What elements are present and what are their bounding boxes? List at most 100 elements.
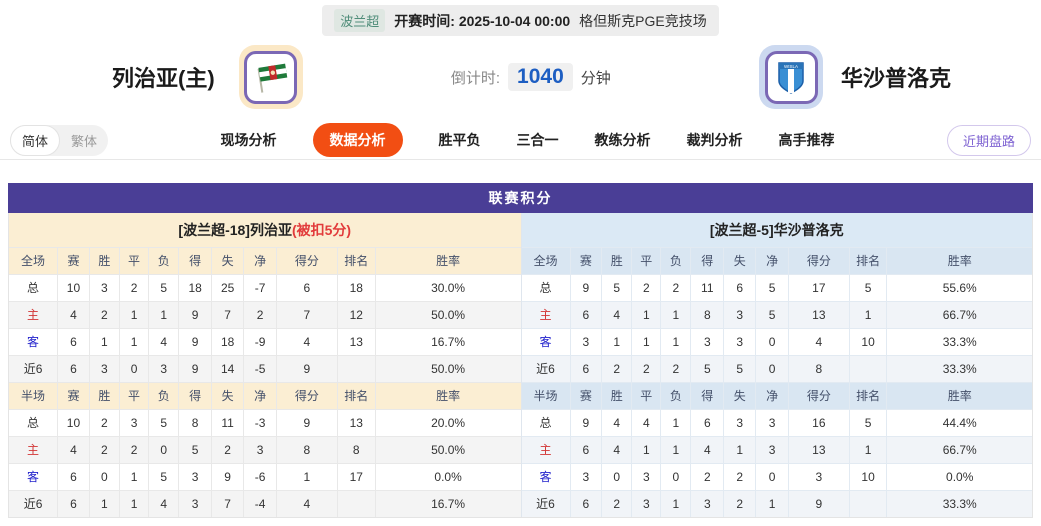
lang-traditional-button[interactable]: 繁体 — [71, 133, 98, 149]
cell-value: 4 — [788, 328, 850, 355]
row-label: 总 — [9, 274, 59, 301]
column-header: 平 — [119, 247, 150, 274]
cell-value: 2 — [632, 274, 662, 301]
column-header: 得 — [179, 247, 213, 274]
tab-6[interactable]: 高手推荐 — [778, 132, 835, 148]
column-header: 胜 — [89, 382, 120, 409]
column-header: 得分 — [276, 247, 338, 274]
home-table-header: [波兰超-18]列治亚(被扣5分) — [9, 213, 521, 247]
column-header: 排名 — [849, 382, 888, 409]
cell-value: 7 — [276, 301, 338, 328]
cell-value: 4 — [149, 490, 180, 517]
cell-value: 6 — [570, 301, 603, 328]
recent-odds-button[interactable]: 近期盘路 — [946, 124, 1031, 156]
column-header: 失 — [724, 247, 757, 274]
language-toggle: 简体 繁体 — [10, 124, 109, 156]
cell-value: 18 — [179, 274, 213, 301]
column-header: 净 — [756, 247, 789, 274]
nav-bar: 简体 繁体 现场分析 数据分析 胜平负 三合一 教练分析 裁判分析 高手推荐 近期盘路 — [0, 121, 1041, 160]
cell-value: 6 — [724, 274, 757, 301]
table-row: 主 4 2 2 0 5 2 3 8 8 50.0% — [9, 436, 521, 463]
standings-title: 联赛积分 — [8, 183, 1033, 213]
cell-value — [849, 355, 888, 382]
cell-value: 50.0% — [375, 355, 521, 382]
cell-value: 1 — [89, 328, 120, 355]
cell-value: 6 — [58, 490, 90, 517]
column-header: 净 — [244, 382, 277, 409]
cell-value: 1 — [119, 490, 150, 517]
cell-value: 1 — [276, 463, 338, 490]
league-standings: 联赛积分 [波兰超-18]列治亚(被扣5分) 全场赛胜平负得失净得分 排名 胜率总 1… — [8, 183, 1033, 518]
table-row: 客 6 0 1 5 3 9 -6 1 17 0.0% — [9, 463, 521, 490]
column-header: 胜率 — [887, 247, 1032, 274]
cell-value: 0 — [149, 436, 180, 463]
cell-value: 33.3% — [887, 328, 1032, 355]
cell-value — [849, 490, 888, 517]
cell-value: 4 — [149, 328, 180, 355]
cell-value: 4 — [602, 409, 633, 436]
cell-value: 3 — [570, 463, 603, 490]
column-header: 赛 — [570, 382, 603, 409]
cell-value: 16.7% — [375, 328, 521, 355]
tab-4[interactable]: 教练分析 — [594, 132, 651, 148]
tab-1[interactable]: 数据分析 — [312, 123, 403, 157]
column-header: 得分 — [276, 382, 338, 409]
countdown-label: 倒计时: — [450, 69, 501, 87]
cell-value: 3 — [149, 355, 180, 382]
cell-value: 1 — [602, 328, 633, 355]
cell-value: 3 — [570, 328, 603, 355]
cell-value: 13 — [788, 301, 850, 328]
lang-simplified-button[interactable]: 简体 — [10, 124, 61, 156]
cell-value: 5 — [756, 301, 789, 328]
table-row: 主 6 4 1 1 4 1 3 13 1 66.7% — [521, 436, 1032, 463]
cell-value: 1 — [849, 436, 888, 463]
cell-value: 1 — [632, 436, 662, 463]
cell-value: 11 — [212, 409, 245, 436]
top-bar: 波兰超 开赛时间: 2025-10-04 00:00 格但斯克PGE竞技场 — [0, 0, 1041, 36]
row-label: 近6 — [521, 490, 571, 517]
cell-value: 4 — [632, 409, 662, 436]
tab-5[interactable]: 裁判分析 — [686, 132, 743, 148]
cell-value: 2 — [89, 301, 120, 328]
cell-value: -9 — [244, 328, 277, 355]
cell-value: 1 — [661, 328, 692, 355]
cell-value: -5 — [244, 355, 277, 382]
tab-3[interactable]: 三合一 — [516, 132, 559, 148]
column-header: 失 — [724, 382, 757, 409]
away-shield-icon: WISLA — [778, 62, 804, 94]
cell-value: 9 — [276, 409, 338, 436]
column-header: 净 — [244, 247, 277, 274]
cell-value: 10 — [58, 409, 90, 436]
cell-value: 44.4% — [887, 409, 1032, 436]
cell-value: 6 — [58, 328, 90, 355]
league-badge[interactable]: 波兰超 — [334, 9, 386, 32]
column-header: 胜率 — [375, 382, 521, 409]
cell-value: 17 — [788, 274, 850, 301]
cell-value: 1 — [661, 301, 692, 328]
cell-value: 5 — [149, 409, 180, 436]
cell-value: 55.6% — [887, 274, 1032, 301]
column-header: 得分 — [788, 247, 850, 274]
home-standings-table: [波兰超-18]列治亚(被扣5分) 全场赛胜平负得失净得分 排名 胜率总 10 3 2 5 1… — [9, 213, 521, 517]
home-team-logo[interactable] — [238, 45, 303, 109]
countdown-unit: 分钟 — [580, 69, 611, 87]
row-label: 总 — [9, 409, 59, 436]
cell-value: 2 — [119, 274, 150, 301]
cell-value: 2 — [244, 301, 277, 328]
row-label: 客 — [521, 328, 571, 355]
column-header: 平 — [632, 382, 662, 409]
cell-value: 16 — [788, 409, 850, 436]
cell-value: 3 — [756, 409, 789, 436]
away-standings-table: [波兰超-5]华沙普洛克 全场赛胜平负得失净得分 排名 胜率总 9 5 2 2 11 6 5 17 5… — [520, 213, 1032, 517]
column-header: 净 — [756, 382, 789, 409]
tab-2[interactable]: 胜平负 — [438, 132, 481, 148]
table-row: 近6 6 1 1 4 3 7 -4 4 16.7% — [9, 490, 521, 517]
away-team-logo[interactable]: WISLA — [759, 45, 823, 109]
cell-value: 1 — [632, 301, 662, 328]
row-label: 近6 — [9, 490, 59, 517]
cell-value: 5 — [149, 274, 180, 301]
tab-0[interactable]: 现场分析 — [220, 132, 277, 148]
section-label: 全场 — [521, 247, 571, 274]
column-header: 排名 — [849, 247, 888, 274]
cell-value: 1 — [661, 409, 692, 436]
